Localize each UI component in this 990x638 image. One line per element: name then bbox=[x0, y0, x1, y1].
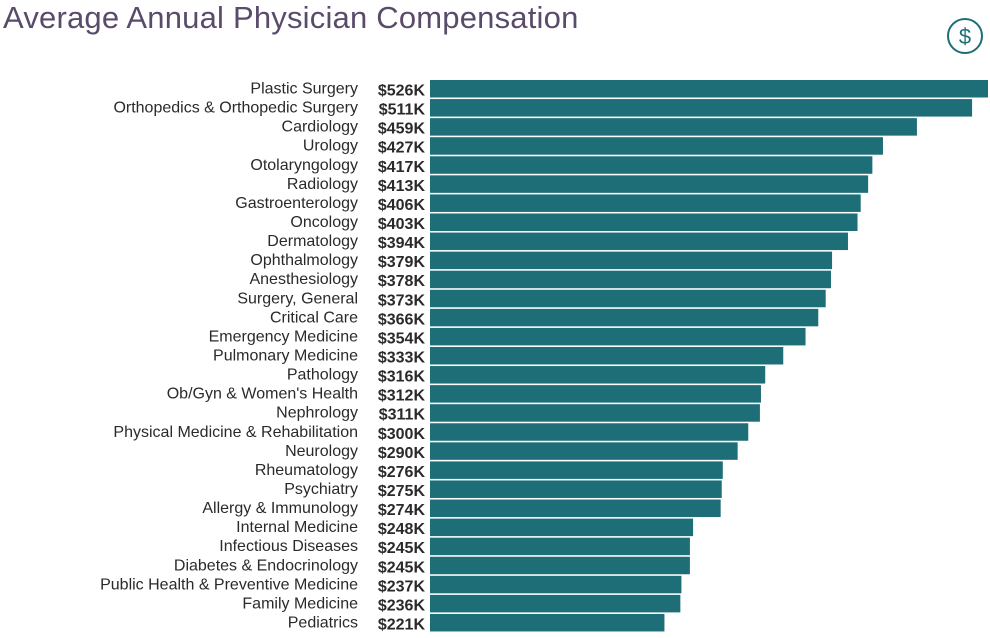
data-label: $378K bbox=[378, 273, 426, 290]
category-label: Ophthalmology bbox=[250, 252, 358, 269]
category-label: Rheumatology bbox=[255, 462, 358, 479]
data-label: $459K bbox=[378, 121, 426, 138]
category-label: Public Health & Preventive Medicine bbox=[100, 576, 358, 593]
category-label: Anesthesiology bbox=[249, 271, 358, 288]
category-label: Infectious Diseases bbox=[219, 538, 358, 555]
category-label: Otolaryngology bbox=[250, 157, 358, 174]
category-label: Psychiatry bbox=[284, 481, 358, 498]
bar bbox=[430, 404, 760, 422]
category-label: Ob/Gyn & Women's Health bbox=[167, 386, 358, 403]
bar bbox=[430, 308, 819, 327]
data-label: $316K bbox=[378, 369, 426, 386]
category-label: Neurology bbox=[285, 443, 358, 460]
data-label: $354K bbox=[378, 330, 426, 347]
bar bbox=[430, 118, 917, 136]
bar bbox=[430, 537, 690, 556]
data-label: $221K bbox=[378, 616, 426, 633]
bar bbox=[430, 251, 833, 270]
bar bbox=[430, 137, 883, 155]
bar bbox=[430, 442, 738, 460]
data-label: $413K bbox=[378, 178, 426, 195]
category-label: Dermatology bbox=[267, 233, 358, 250]
bar bbox=[430, 99, 973, 117]
category-label: Surgery, General bbox=[237, 290, 358, 307]
bar bbox=[430, 613, 665, 632]
category-label: Nephrology bbox=[276, 405, 358, 422]
chart-title: Average Annual Physician Compensation bbox=[3, 0, 579, 35]
bar bbox=[430, 518, 694, 537]
category-label: Pediatrics bbox=[288, 614, 358, 631]
category-label: Critical Care bbox=[270, 309, 358, 326]
data-label: $333K bbox=[378, 349, 426, 366]
bar bbox=[430, 499, 721, 518]
data-label: $300K bbox=[378, 426, 426, 443]
category-label: Allergy & Immunology bbox=[202, 500, 358, 517]
bar bbox=[430, 556, 690, 575]
data-label: $236K bbox=[378, 597, 426, 614]
data-label: $427K bbox=[378, 140, 426, 157]
data-label: $290K bbox=[378, 445, 426, 462]
data-label: $406K bbox=[378, 197, 426, 214]
data-label: $312K bbox=[378, 388, 426, 405]
category-label: Pathology bbox=[287, 367, 358, 384]
data-label: $248K bbox=[378, 521, 426, 538]
bar bbox=[430, 366, 766, 384]
bar bbox=[430, 156, 873, 174]
data-label: $403K bbox=[378, 216, 426, 233]
bar bbox=[430, 270, 831, 289]
category-label: Gastroenterology bbox=[235, 195, 358, 212]
category-label: Internal Medicine bbox=[236, 519, 358, 536]
category-label: Cardiology bbox=[282, 119, 358, 136]
bar bbox=[430, 194, 861, 212]
data-label: $274K bbox=[378, 502, 426, 519]
data-label: $417K bbox=[378, 159, 426, 176]
dollar-circle-icon: $ bbox=[947, 18, 983, 54]
bar bbox=[430, 575, 682, 594]
data-label: $245K bbox=[378, 540, 426, 557]
category-label: Urology bbox=[303, 138, 358, 155]
bar bbox=[430, 213, 858, 231]
data-label: $379K bbox=[378, 254, 426, 271]
data-label: $526K bbox=[378, 83, 426, 100]
category-label: Physical Medicine & Rehabilitation bbox=[113, 424, 358, 441]
bar bbox=[430, 385, 761, 403]
category-label: Diabetes & Endocrinology bbox=[174, 557, 358, 574]
data-label: $276K bbox=[378, 464, 426, 481]
category-label: Plastic Surgery bbox=[250, 81, 358, 98]
data-label: $394K bbox=[378, 235, 426, 252]
bar bbox=[430, 594, 681, 613]
category-label: Pulmonary Medicine bbox=[213, 347, 358, 364]
bar bbox=[430, 175, 869, 193]
bar bbox=[430, 480, 722, 498]
data-label: $237K bbox=[378, 578, 426, 595]
data-label: $366K bbox=[378, 311, 426, 328]
category-label: Orthopedics & Orthopedic Surgery bbox=[113, 100, 358, 117]
data-label: $373K bbox=[378, 292, 426, 309]
bar bbox=[430, 232, 848, 251]
bar bbox=[430, 80, 988, 98]
bar bbox=[430, 461, 723, 479]
data-label: $511K bbox=[379, 102, 426, 119]
bar bbox=[430, 327, 806, 346]
data-label: $311K bbox=[379, 407, 426, 424]
data-label: $245K bbox=[378, 559, 426, 576]
category-label: Radiology bbox=[287, 176, 358, 193]
bar bbox=[430, 346, 784, 365]
data-label: $275K bbox=[378, 483, 426, 500]
bar bbox=[430, 289, 826, 308]
category-label: Emergency Medicine bbox=[209, 328, 359, 345]
category-label: Family Medicine bbox=[242, 595, 358, 612]
category-label: Oncology bbox=[290, 214, 358, 231]
bar bbox=[430, 423, 749, 441]
svg-text:$: $ bbox=[959, 24, 971, 49]
